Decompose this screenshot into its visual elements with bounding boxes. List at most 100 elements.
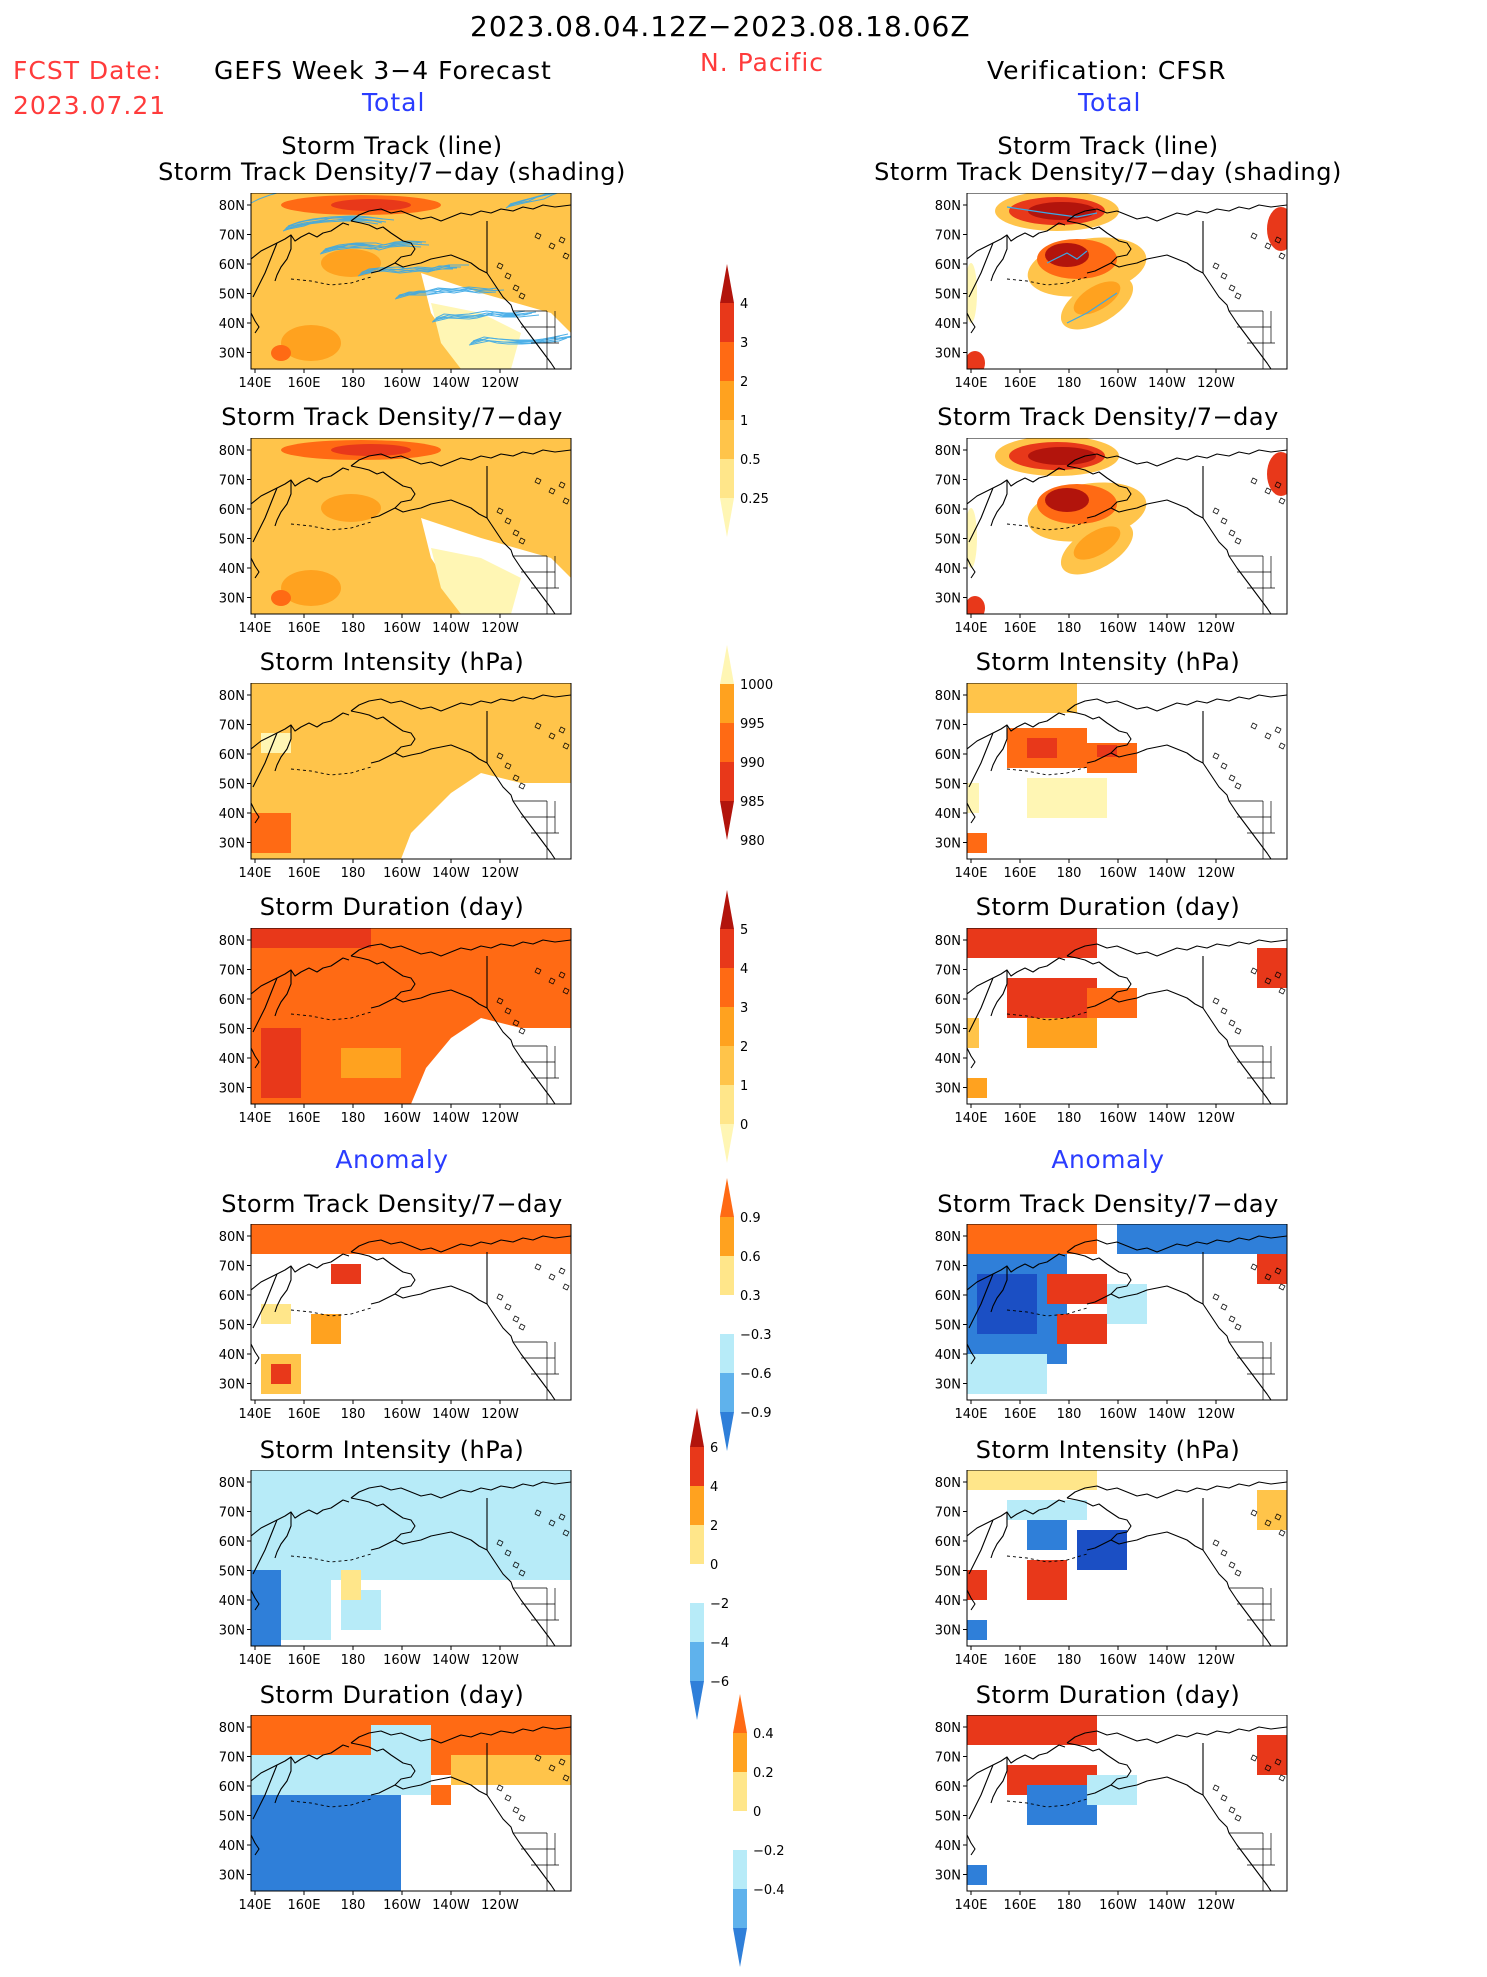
svg-text:140E: 140E	[238, 1898, 271, 1913]
svg-text:140E: 140E	[954, 621, 987, 636]
svg-text:180: 180	[1057, 1898, 1082, 1913]
title-duration-left: Storm Duration (day)	[259, 893, 525, 921]
colorbar-tick-label: 0.9	[740, 1211, 761, 1226]
svg-text:180: 180	[1057, 1407, 1082, 1422]
svg-text:140W: 140W	[432, 1653, 470, 1668]
title-density-anom-right: Storm Track Density/7−day	[937, 1190, 1279, 1218]
svg-text:30N: 30N	[219, 1869, 245, 1884]
svg-text:70N: 70N	[935, 1260, 961, 1275]
map-track-left: 80N 70N 60N 50N 40N 30N 140E 160E 180 160W 140W 120…	[205, 193, 579, 393]
svg-text:50N: 50N	[219, 778, 245, 793]
svg-text:120W: 120W	[1197, 621, 1235, 636]
svg-text:40N: 40N	[219, 317, 245, 332]
svg-text:50N: 50N	[935, 1319, 961, 1334]
colorbar-tick-label: 1	[740, 414, 748, 429]
svg-text:40N: 40N	[935, 807, 961, 822]
svg-text:60N: 60N	[219, 748, 245, 763]
svg-text:40N: 40N	[219, 1594, 245, 1609]
svg-text:30N: 30N	[935, 1378, 961, 1393]
svg-text:80N: 80N	[935, 199, 961, 214]
svg-text:140E: 140E	[238, 1407, 271, 1422]
svg-text:140W: 140W	[432, 376, 470, 391]
svg-text:80N: 80N	[219, 199, 245, 214]
svg-text:160E: 160E	[1003, 1407, 1036, 1422]
svg-text:30N: 30N	[935, 837, 961, 852]
svg-text:180: 180	[1057, 1111, 1082, 1126]
intensity-colorbar: 1000 995 990 985 980	[720, 645, 790, 850]
svg-text:140E: 140E	[954, 1407, 987, 1422]
colorbar-tick-label: −0.2	[753, 1844, 785, 1859]
svg-text:160W: 160W	[1099, 621, 1137, 636]
colorbar-tick-label: 4	[710, 1480, 718, 1495]
colorbar-tick-label: 3	[740, 336, 748, 351]
title-duration-right: Storm Duration (day)	[975, 893, 1241, 921]
colorbar-tick-label: 1000	[740, 678, 773, 693]
svg-text:40N: 40N	[935, 1839, 961, 1854]
colorbar-tick-label: −4	[710, 1636, 729, 1651]
svg-text:140E: 140E	[238, 1111, 271, 1126]
colorbar-tick-label: 4	[740, 297, 748, 312]
svg-text:70N: 70N	[219, 1751, 245, 1766]
svg-text:160E: 160E	[287, 1407, 320, 1422]
svg-text:70N: 70N	[219, 1260, 245, 1275]
svg-text:120W: 120W	[481, 1111, 519, 1126]
svg-text:160W: 160W	[1099, 1653, 1137, 1668]
svg-text:60N: 60N	[935, 1535, 961, 1550]
svg-text:140E: 140E	[238, 376, 271, 391]
svg-text:40N: 40N	[219, 1839, 245, 1854]
svg-text:120W: 120W	[1197, 1111, 1235, 1126]
svg-text:120W: 120W	[1197, 376, 1235, 391]
svg-text:140W: 140W	[1148, 621, 1186, 636]
title-duration-anom-left: Storm Duration (day)	[259, 1681, 525, 1709]
svg-text:30N: 30N	[219, 347, 245, 362]
fcst-date-label: FCST Date:	[13, 56, 163, 85]
svg-text:70N: 70N	[935, 964, 961, 979]
title-density-anom-left: Storm Track Density/7−day	[221, 1190, 563, 1218]
svg-text:50N: 50N	[935, 1565, 961, 1580]
svg-text:160E: 160E	[1003, 1111, 1036, 1126]
title-density-left: Storm Track Density/7−day	[221, 403, 563, 431]
map-density-anom-right: 80N 70N 60N 50N 40N 30N 140E 160E 180 160W 140W 120…	[921, 1224, 1295, 1424]
svg-text:180: 180	[341, 621, 366, 636]
title-track-line-left: Storm Track (line)	[281, 132, 503, 160]
svg-text:140E: 140E	[238, 621, 271, 636]
colorbar-tick-label: 990	[740, 756, 765, 771]
region-title: N. Pacific	[700, 48, 825, 77]
date-range-title: 2023.08.04.12Z−2023.08.18.06Z	[470, 10, 971, 43]
svg-text:50N: 50N	[219, 1565, 245, 1580]
svg-text:140W: 140W	[1148, 1111, 1186, 1126]
svg-text:40N: 40N	[219, 562, 245, 577]
svg-text:140E: 140E	[954, 1111, 987, 1126]
colorbar-tick-label: −0.9	[740, 1406, 772, 1421]
map-density-left: 80N 70N 60N 50N 40N 30N 140E 160E 180 160W 140W 120…	[205, 438, 579, 638]
svg-text:50N: 50N	[219, 1810, 245, 1825]
title-intensity-left: Storm Intensity (hPa)	[259, 648, 525, 676]
verification-title: Verification: CFSR	[987, 56, 1227, 85]
svg-text:160W: 160W	[1099, 1111, 1137, 1126]
title-track-shading-right: Storm Track Density/7−day (shading)	[874, 158, 1342, 186]
svg-text:50N: 50N	[935, 778, 961, 793]
svg-text:30N: 30N	[219, 1378, 245, 1393]
colorbar-tick-label: 0	[710, 1558, 718, 1573]
svg-text:60N: 60N	[219, 993, 245, 1008]
svg-text:140E: 140E	[954, 1653, 987, 1668]
svg-text:160W: 160W	[383, 1653, 421, 1668]
colorbar-tick-label: 0.6	[740, 1250, 761, 1265]
svg-text:140W: 140W	[1148, 866, 1186, 881]
svg-text:180: 180	[1057, 866, 1082, 881]
title-duration-anom-right: Storm Duration (day)	[975, 1681, 1241, 1709]
svg-text:60N: 60N	[935, 503, 961, 518]
svg-text:180: 180	[341, 866, 366, 881]
svg-text:120W: 120W	[1197, 1407, 1235, 1422]
svg-text:160E: 160E	[287, 1111, 320, 1126]
colorbar-tick-label: 0.5	[740, 453, 761, 468]
svg-text:140E: 140E	[238, 866, 271, 881]
svg-text:30N: 30N	[935, 1624, 961, 1639]
svg-text:80N: 80N	[219, 1721, 245, 1736]
title-intensity-anom-left: Storm Intensity (hPa)	[259, 1436, 525, 1464]
svg-text:160E: 160E	[1003, 621, 1036, 636]
map-duration-right: 80N 70N 60N 50N 40N 30N 140E 160E 180 160W 140W 120…	[921, 928, 1295, 1128]
intensity-anomaly-colorbar: 6 4 2 0 −2 −4 −6	[690, 1408, 760, 1730]
svg-text:140E: 140E	[954, 866, 987, 881]
title-intensity-anom-right: Storm Intensity (hPa)	[975, 1436, 1241, 1464]
